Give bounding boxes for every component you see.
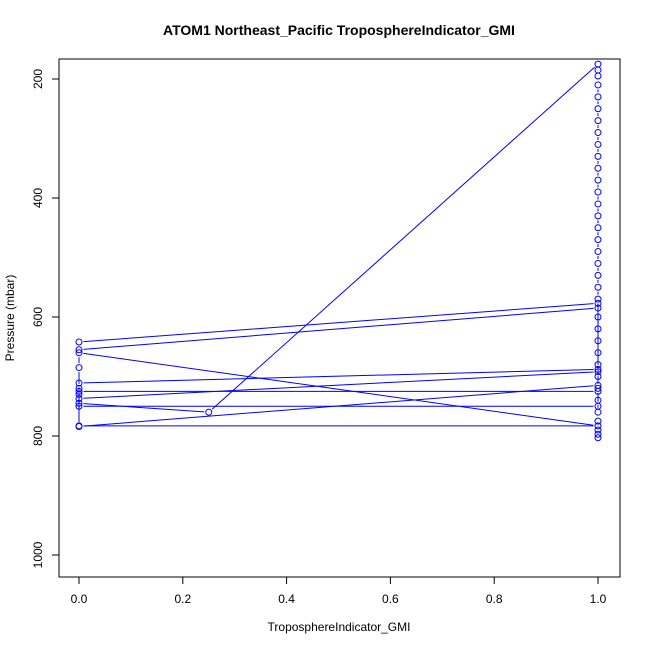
- data-point: [594, 422, 602, 430]
- x-tick-label: 0.2: [174, 592, 191, 606]
- data-point: [594, 368, 602, 376]
- data-point: [594, 373, 602, 380]
- x-tick-label: 0.6: [382, 592, 399, 606]
- data-point: [594, 337, 602, 345]
- data-point: [594, 188, 602, 196]
- data-point: [594, 434, 602, 442]
- chart-title: ATOM1 Northeast_Pacific TroposphereIndic…: [163, 22, 515, 38]
- data-point: [594, 152, 602, 160]
- data-point: [594, 295, 602, 303]
- data-point: [594, 259, 602, 267]
- data-point: [594, 81, 602, 89]
- data-point: [594, 408, 602, 416]
- y-axis: 200 400 600 800 1000: [31, 69, 60, 568]
- series-segment: [83, 307, 594, 350]
- data-point: [75, 364, 83, 372]
- data-point: [594, 313, 602, 321]
- x-tick-label: 1.0: [590, 592, 607, 606]
- series-segment: [83, 368, 594, 384]
- data-point: [594, 384, 602, 392]
- y-tick-label: 400: [31, 188, 45, 208]
- y-axis-label: Pressure (mbar): [3, 275, 17, 362]
- series-segment: [83, 303, 594, 343]
- data-point: [594, 200, 602, 208]
- data-point: [75, 402, 83, 410]
- data-point: [594, 105, 602, 113]
- data-point: [594, 361, 602, 369]
- data-point: [205, 408, 213, 416]
- data-point: [594, 129, 602, 137]
- data-point: [75, 395, 83, 403]
- data-point: [75, 379, 83, 387]
- data-point: [594, 387, 602, 395]
- data-point: [75, 387, 83, 395]
- y-tick-label: 200: [31, 69, 45, 89]
- data-point: [75, 349, 83, 357]
- x-tick-label: 0.4: [278, 592, 295, 606]
- data-point: [75, 422, 83, 430]
- data-point: [594, 349, 602, 357]
- y-tick-label: 1000: [31, 541, 45, 568]
- series-segment: [83, 352, 594, 426]
- data-point: [594, 72, 602, 80]
- data-point: [75, 390, 83, 398]
- series-segment: [83, 371, 594, 399]
- series-segment: [211, 66, 595, 410]
- series-segment: [83, 403, 205, 413]
- data-point: [594, 236, 602, 244]
- data-point: [594, 212, 602, 220]
- data-point: [594, 396, 602, 404]
- x-axis-label: TroposphereIndicator_GMI: [268, 620, 411, 634]
- plot-frame: [58, 58, 621, 578]
- data-point: [594, 430, 602, 438]
- data-point: [594, 93, 602, 101]
- x-tick-label: 0.8: [486, 592, 503, 606]
- data-point: [594, 299, 602, 307]
- data-point: [594, 117, 602, 125]
- data-point: [594, 325, 602, 333]
- data-point: [594, 248, 602, 256]
- data-point: [75, 338, 83, 346]
- data-point: [594, 224, 602, 232]
- data-point: [594, 271, 602, 279]
- data-point: [594, 283, 602, 291]
- x-tick-label: 0.0: [71, 592, 88, 606]
- data-point: [594, 304, 602, 312]
- y-tick-label: 600: [31, 307, 45, 327]
- data-point: [594, 140, 602, 148]
- data-point: [594, 426, 602, 434]
- data-point: [594, 176, 602, 184]
- data-point: [594, 365, 602, 373]
- data-point: [594, 66, 602, 74]
- data-point: [594, 60, 602, 68]
- data-point: [594, 164, 602, 172]
- data-point: [75, 346, 83, 354]
- data-point: [594, 417, 602, 425]
- series-layer: [75, 60, 602, 442]
- y-tick-label: 800: [31, 426, 45, 446]
- x-axis: 0.0 0.2 0.4 0.6 0.8 1.0: [71, 576, 607, 606]
- data-point: [75, 399, 83, 407]
